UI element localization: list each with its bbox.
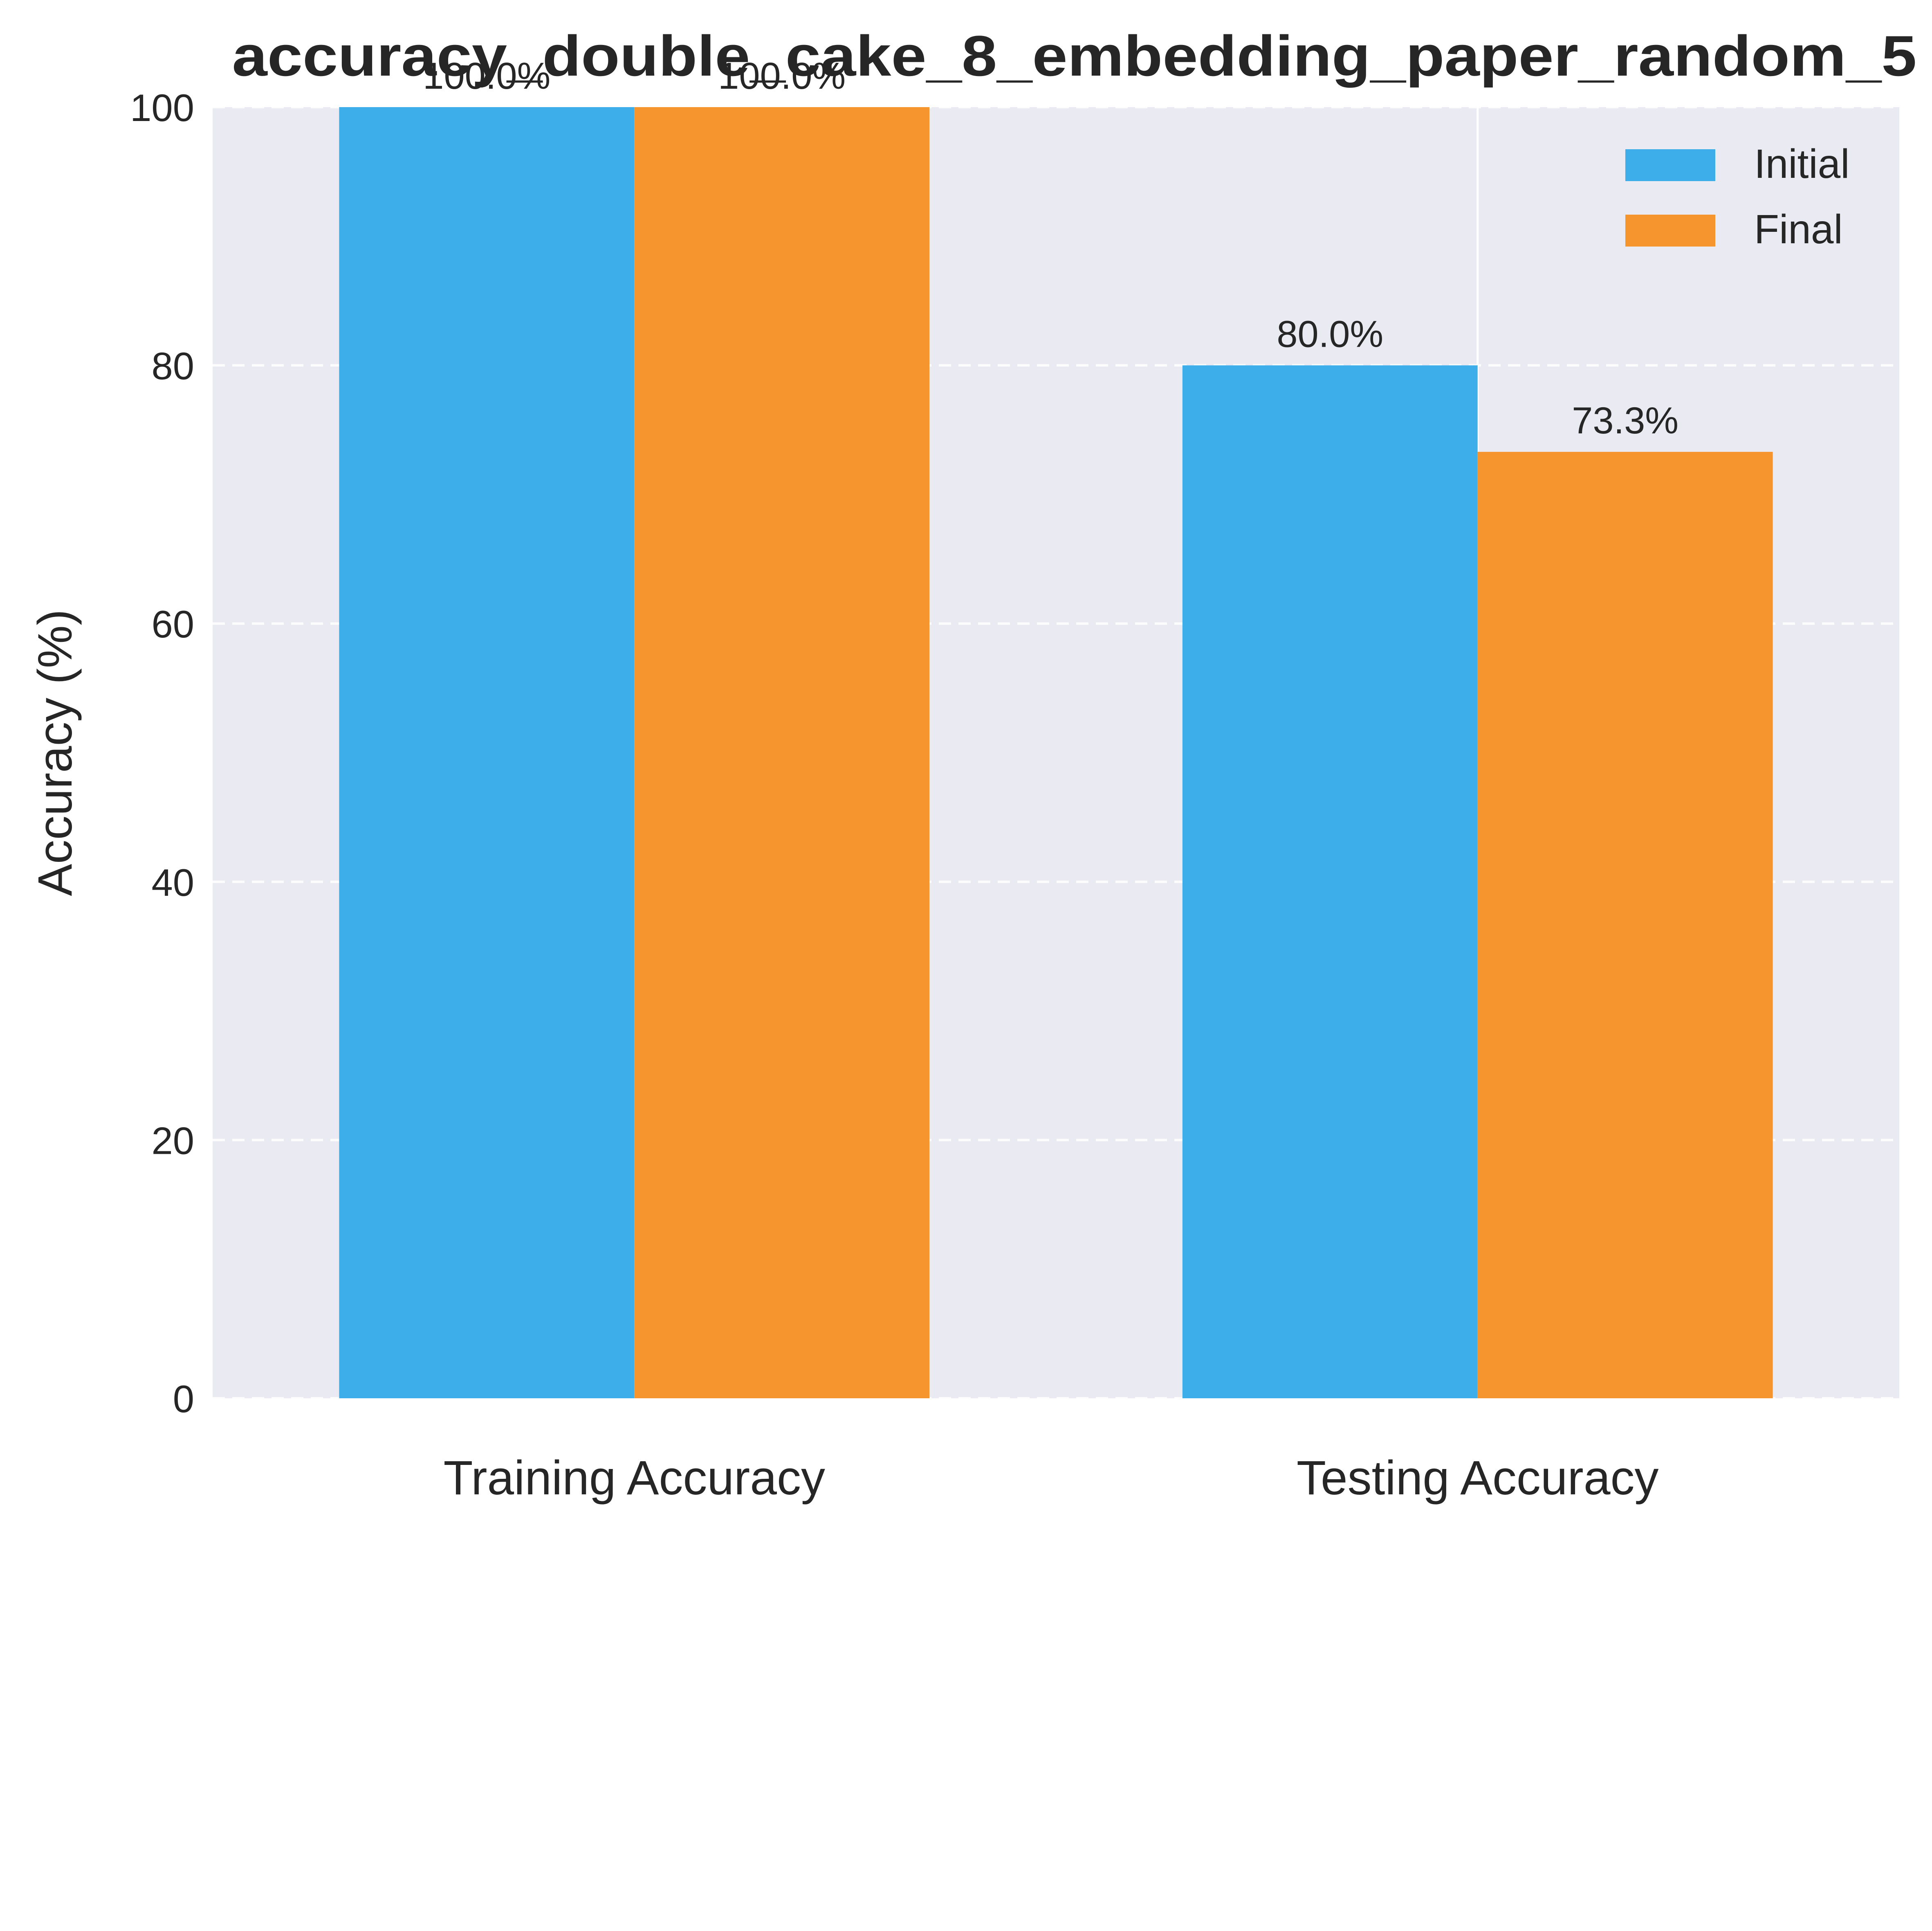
legend: Initial Final	[1625, 141, 1849, 252]
legend-swatch-initial	[1625, 149, 1715, 181]
x-axis-ticks: Training Accuracy Testing Accuracy	[444, 1451, 1659, 1505]
data-label: 100.0%	[718, 55, 846, 97]
bar-initial-1	[339, 107, 635, 1398]
y-tick-label: 80	[151, 345, 194, 388]
bar-final-1	[634, 107, 930, 1398]
chart-title: accuracy_double_cake_8_embedding_paper_r…	[232, 24, 1917, 88]
y-axis-ticks: 0 20 40 60 80 100	[130, 86, 194, 1420]
data-labels: 100.0% 100.0% 80.0% 73.3%	[423, 55, 1678, 442]
y-tick-label: 60	[151, 603, 194, 646]
y-tick-label: 20	[151, 1119, 194, 1162]
x-tick-label: Training Accuracy	[444, 1451, 825, 1505]
legend-label-final: Final	[1754, 206, 1843, 252]
y-tick-label: 40	[151, 861, 194, 904]
y-tick-label: 100	[130, 86, 194, 129]
bar-final-2	[1477, 452, 1773, 1398]
x-tick-label: Testing Accuracy	[1297, 1451, 1658, 1505]
data-label: 80.0%	[1277, 314, 1383, 355]
y-axis-title: Accuracy (%)	[28, 609, 82, 896]
legend-swatch-final	[1625, 215, 1715, 247]
y-tick-label: 0	[173, 1377, 194, 1420]
bar-initial-2	[1182, 365, 1478, 1398]
data-label: 73.3%	[1572, 400, 1678, 442]
legend-label-initial: Initial	[1754, 141, 1849, 187]
bars	[339, 107, 1773, 1398]
data-label: 100.0%	[423, 55, 550, 97]
